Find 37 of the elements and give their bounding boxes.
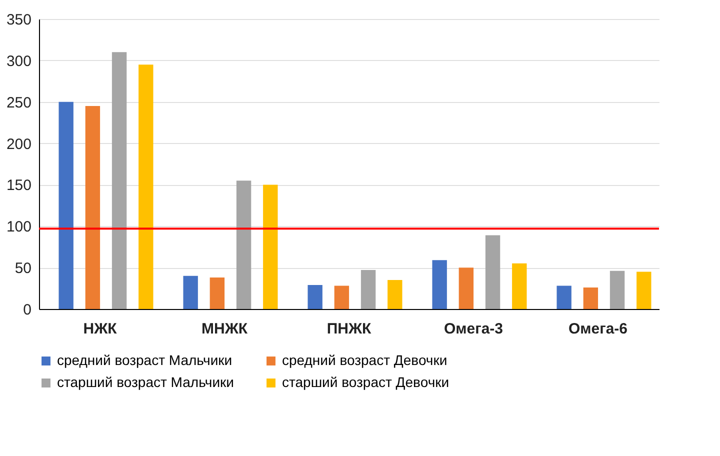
y-tick-label: 0 [23, 302, 32, 318]
y-tick-label: 250 [6, 94, 32, 112]
legend-label: средний возраст Мальчики [57, 352, 232, 368]
x-tick-label: НЖК [83, 320, 118, 338]
bar [388, 280, 402, 309]
bar [334, 286, 350, 309]
bar [610, 270, 625, 309]
bar [183, 276, 198, 309]
bar [636, 272, 652, 309]
y-tick-label: 300 [6, 52, 32, 70]
x-tick-label: Омега-3 [444, 320, 504, 338]
bar [263, 184, 278, 309]
bar [512, 263, 527, 309]
bar [85, 106, 100, 309]
y-tick-label: 200 [6, 136, 32, 153]
legend-label: старший возраст Мальчики [57, 374, 234, 390]
bar [485, 235, 500, 309]
y-tick-label: 350 [6, 12, 32, 28]
bar [432, 260, 447, 309]
bar [458, 268, 474, 309]
x-tick-label: ПНЖК [326, 320, 372, 338]
bar [360, 270, 376, 309]
legend-label: средний возраст Девочки [282, 352, 448, 368]
bar [58, 102, 74, 309]
y-tick-label: 50 [14, 260, 32, 278]
legend-label: старший возраст Девочки [282, 374, 450, 390]
bar [556, 286, 572, 309]
bar [583, 287, 598, 309]
bar [112, 52, 127, 309]
bar [138, 64, 154, 309]
bar [236, 180, 252, 309]
x-tick-label: МНЖК [201, 320, 248, 338]
bar [308, 284, 322, 309]
y-tick-label: 150 [6, 177, 32, 194]
x-tick-label: Омега-6 [568, 320, 628, 338]
bar [210, 278, 225, 309]
y-tick-label: 100 [6, 218, 32, 236]
